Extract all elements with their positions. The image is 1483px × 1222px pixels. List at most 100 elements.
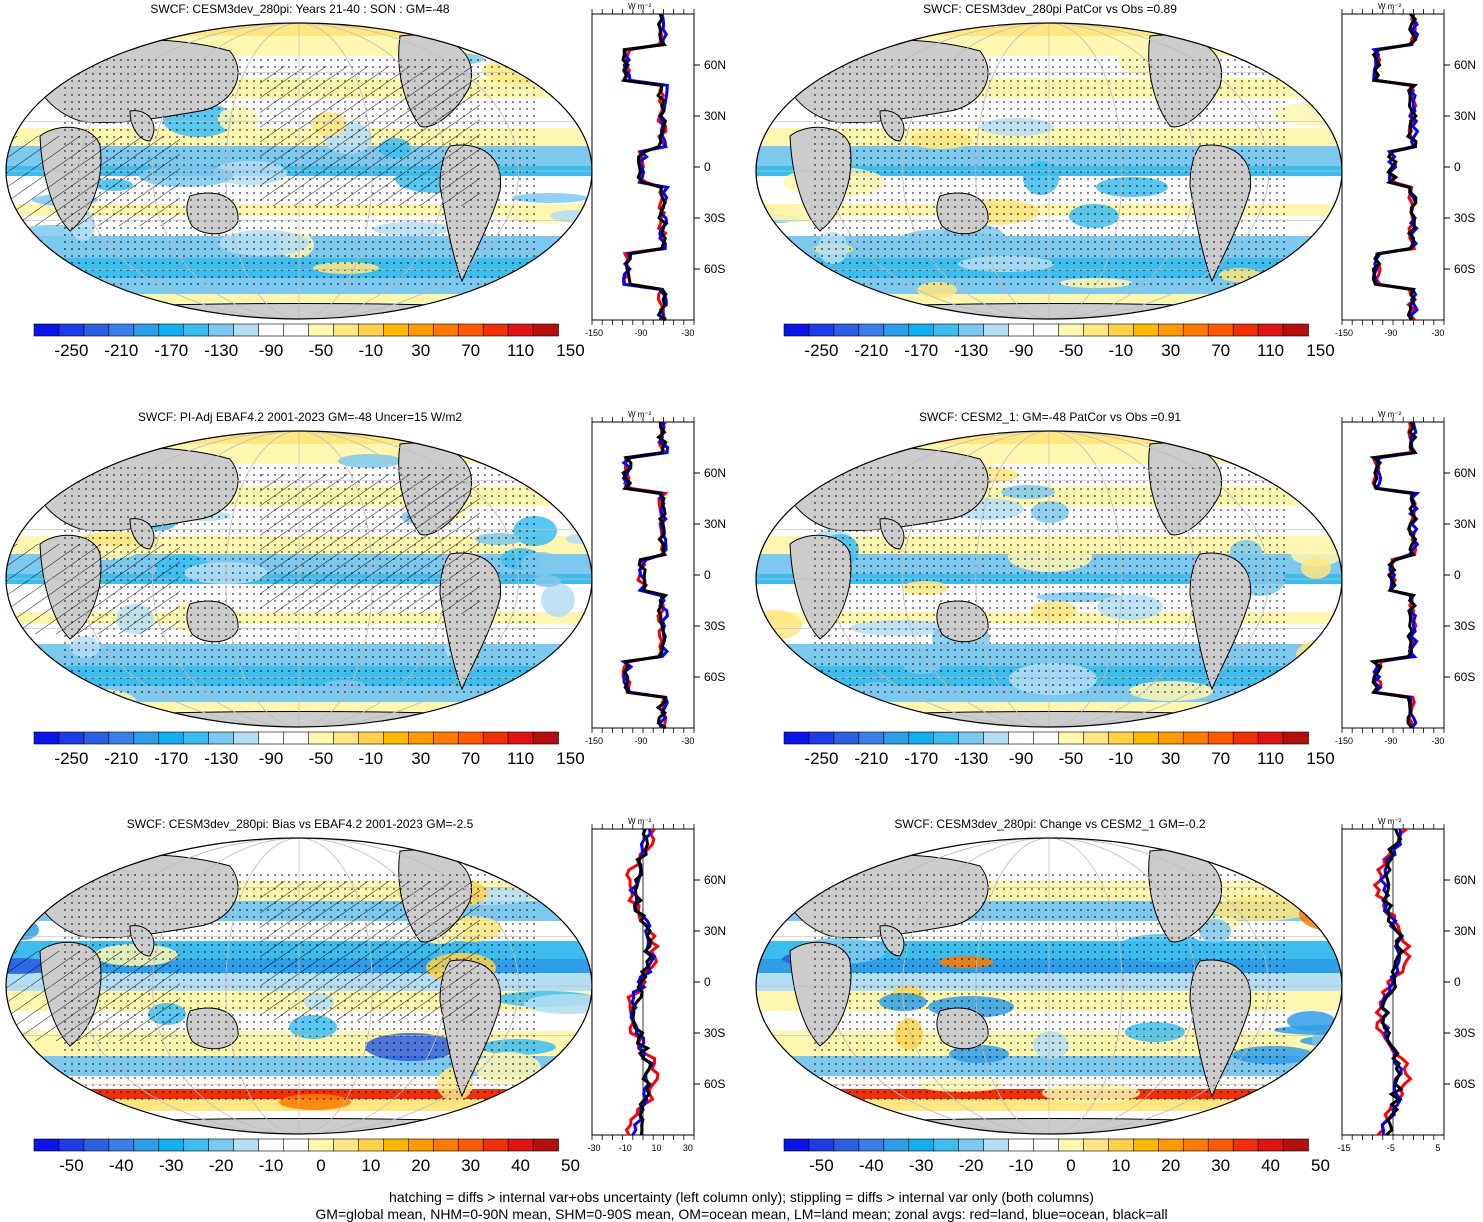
colorbar-tick-label: -10 <box>1108 341 1134 360</box>
colorbar-tick-label: -10 <box>258 1156 284 1175</box>
colorbar-tick-label: -40 <box>109 1156 134 1175</box>
colorbar-tick-label: -170 <box>154 749 189 768</box>
colorbar-tick-label: -250 <box>804 749 839 768</box>
colorbar-tick-label: -130 <box>204 749 239 768</box>
zonal-unit-label: W m⁻² <box>1378 410 1402 419</box>
latitude-label: 30N <box>704 924 727 938</box>
colorbar-tick-label: -50 <box>308 749 334 768</box>
colorbar-tick-label: 70 <box>461 749 481 768</box>
colorbar-tick-label: -210 <box>104 341 139 360</box>
zonal-x-tick-label: -30 <box>587 1143 601 1153</box>
footer-line-2: GM=global mean, NHM=0-90N mean, SHM=0-90… <box>315 1206 1168 1222</box>
colorbar-tick-label: 150 <box>1306 341 1335 360</box>
world-map <box>755 837 1343 1135</box>
zonal-x-tick-label: -90 <box>634 328 648 338</box>
latitude-label: 60N <box>704 58 727 72</box>
colorbar-tick-label: 30 <box>1211 1156 1231 1175</box>
zonal-x-tick-label: 30 <box>682 1143 693 1153</box>
panel-middle-left: SWCF: PI-Adj EBAF4.2 2001-2023 GM=-48 Un… <box>0 408 740 808</box>
colorbar-tick-label: 10 <box>1111 1156 1131 1175</box>
zonal-x-tick-label: -30 <box>1431 736 1445 746</box>
colorbar-tick-label: 70 <box>1211 341 1231 360</box>
colorbar-tick-label: -130 <box>954 749 989 768</box>
zonal-x-tick-label: -90 <box>1384 328 1398 338</box>
latitude-label: 30N <box>1454 109 1477 123</box>
panel-title: SWCF: CESM2_1: GM=-48 PatCor vs Obs =0.9… <box>918 410 1182 424</box>
latitude-label: 60N <box>1454 58 1477 72</box>
latitude-label: 30S <box>704 1026 726 1040</box>
zonal-x-tick-label: -15 <box>1337 1143 1351 1153</box>
panel-top-right: SWCF: CESM3dev_280pi PatCor vs Obs =0.89… <box>750 0 1483 400</box>
latitude-label: 60S <box>1454 1077 1476 1091</box>
colorbar-tick-label: 150 <box>556 341 585 360</box>
latitude-label: 0 <box>1454 568 1461 582</box>
colorbar-tick-label: -210 <box>854 749 889 768</box>
colorbar-tick-label: 110 <box>507 341 535 360</box>
colorbar <box>33 1138 559 1152</box>
zonal-mean-plot <box>591 417 700 733</box>
colorbar-tick-label: -130 <box>954 341 989 360</box>
zonal-unit-label: W m⁻² <box>628 2 652 11</box>
colorbar-tick-label: -50 <box>1058 341 1084 360</box>
zonal-mean-plot <box>1341 824 1450 1140</box>
zonal-x-tick-label: -10 <box>618 1143 632 1153</box>
zonal-x-tick-label: -90 <box>634 736 648 746</box>
world-map <box>5 837 593 1135</box>
colorbar-tick-label: 70 <box>461 341 481 360</box>
colorbar-tick-label: -10 <box>1008 1156 1034 1175</box>
latitude-label: 30S <box>1454 1026 1476 1040</box>
colorbar-tick-label: 150 <box>1306 749 1335 768</box>
zonal-mean-plot <box>591 9 700 325</box>
zonal-x-tick-label: -150 <box>1334 736 1354 746</box>
zonal-mean-plot <box>1341 9 1450 325</box>
latitude-label: 0 <box>704 160 711 174</box>
panel-middle-right: SWCF: CESM2_1: GM=-48 PatCor vs Obs =0.9… <box>750 408 1483 808</box>
colorbar-tick-label: -20 <box>208 1156 234 1175</box>
latitude-label: 60N <box>704 466 727 480</box>
latitude-label: 0 <box>704 568 711 582</box>
zonal-x-tick-label: -30 <box>681 328 695 338</box>
latitude-label: 30N <box>704 517 727 531</box>
latitude-label: 30N <box>1454 517 1477 531</box>
colorbar <box>33 323 559 337</box>
colorbar-tick-label: 0 <box>316 1156 326 1175</box>
colorbar-tick-label: 30 <box>461 1156 481 1175</box>
zonal-unit-label: W m⁻² <box>1378 2 1402 11</box>
zonal-mean-plot <box>1341 417 1450 733</box>
colorbar-tick-label: -210 <box>104 749 139 768</box>
footer-line-1: hatching = diffs > internal var+obs unce… <box>389 1189 1094 1205</box>
panel-bottom-right: SWCF: CESM3dev_280pi: Change vs CESM2_1 … <box>750 815 1483 1215</box>
colorbar-tick-label: 110 <box>1257 341 1285 360</box>
latitude-label: 0 <box>1454 160 1461 174</box>
colorbar-tick-label: -250 <box>804 341 839 360</box>
panel-bottom-left: SWCF: CESM3dev_280pi: Bias vs EBAF4.2 20… <box>0 815 740 1215</box>
colorbar-tick-label: 50 <box>561 1156 580 1175</box>
latitude-label: 30N <box>704 109 727 123</box>
zonal-x-tick-label: -30 <box>1431 328 1445 338</box>
panel-title: SWCF: CESM3dev_280pi PatCor vs Obs =0.89 <box>923 2 1177 16</box>
colorbar-tick-label: 40 <box>511 1156 531 1175</box>
colorbar-tick-label: -130 <box>204 341 239 360</box>
zonal-unit-label: W m⁻² <box>628 410 652 419</box>
colorbar-tick-label: 70 <box>1211 749 1231 768</box>
colorbar-tick-label: -210 <box>854 341 889 360</box>
latitude-label: 30S <box>1454 211 1476 225</box>
colorbar-tick-label: 30 <box>1161 749 1181 768</box>
latitude-label: 30N <box>1454 924 1477 938</box>
colorbar-tick-label: -250 <box>54 341 89 360</box>
colorbar-tick-label: -40 <box>859 1156 884 1175</box>
colorbar-tick-label: -30 <box>158 1156 184 1175</box>
colorbar-tick-label: -50 <box>59 1156 84 1175</box>
colorbar-tick-label: -90 <box>1008 749 1034 768</box>
latitude-label: 60S <box>704 262 726 276</box>
zonal-x-tick-label: -90 <box>1384 736 1398 746</box>
colorbar-tick-label: 50 <box>1311 1156 1330 1175</box>
colorbar-tick-label: 150 <box>556 749 585 768</box>
latitude-label: 60S <box>704 1077 726 1091</box>
colorbar-tick-label: -50 <box>809 1156 834 1175</box>
world-map <box>755 430 1343 728</box>
colorbar <box>783 731 1309 745</box>
latitude-label: 30S <box>704 211 726 225</box>
colorbar-tick-label: 110 <box>507 749 535 768</box>
panel-top-left: SWCF: CESM3dev_280pi: Years 21-40 : SON … <box>0 0 740 400</box>
